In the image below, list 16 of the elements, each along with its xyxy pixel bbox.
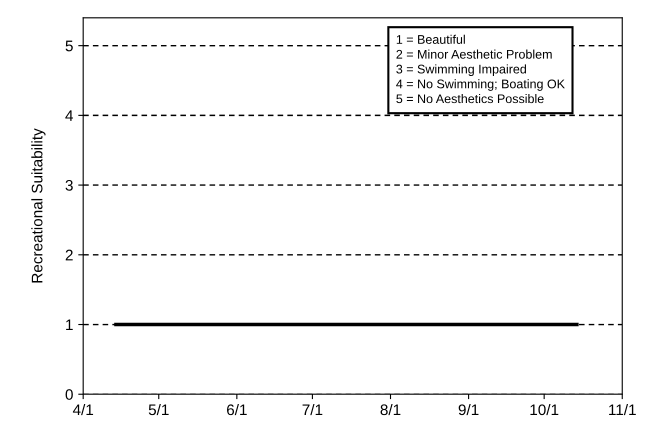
y-tick-label: 0 bbox=[66, 389, 73, 400]
x-tick-label: 11/1 bbox=[609, 404, 636, 416]
x-tick-label: 8/1 bbox=[380, 404, 400, 416]
x-tick-label: 5/1 bbox=[148, 404, 169, 416]
x-tick-label: 4/1 bbox=[72, 404, 94, 416]
y-tick-label: 3 bbox=[66, 180, 73, 191]
annotation: 1 = Beautiful 2 = Minor Aesthetic Problem 3 = Swimming Impaired 4 = No Swimming; Boating OK 5 = No Aesthetics Possible bbox=[396, 34, 565, 104]
y-tick-label: 1 bbox=[66, 320, 73, 330]
y-tick-label: 5 bbox=[66, 40, 73, 52]
y-tick-label: 4 bbox=[65, 110, 74, 121]
x-tick-label: 6/1 bbox=[227, 404, 247, 416]
x-tick-label: 10/1 bbox=[530, 404, 558, 416]
y-tick-label: 2 bbox=[66, 250, 73, 260]
x-tick-label: 7/1 bbox=[302, 404, 322, 416]
y-axis-title: Recreational Suitability bbox=[31, 128, 46, 282]
x-tick-label: 9/1 bbox=[458, 404, 478, 416]
